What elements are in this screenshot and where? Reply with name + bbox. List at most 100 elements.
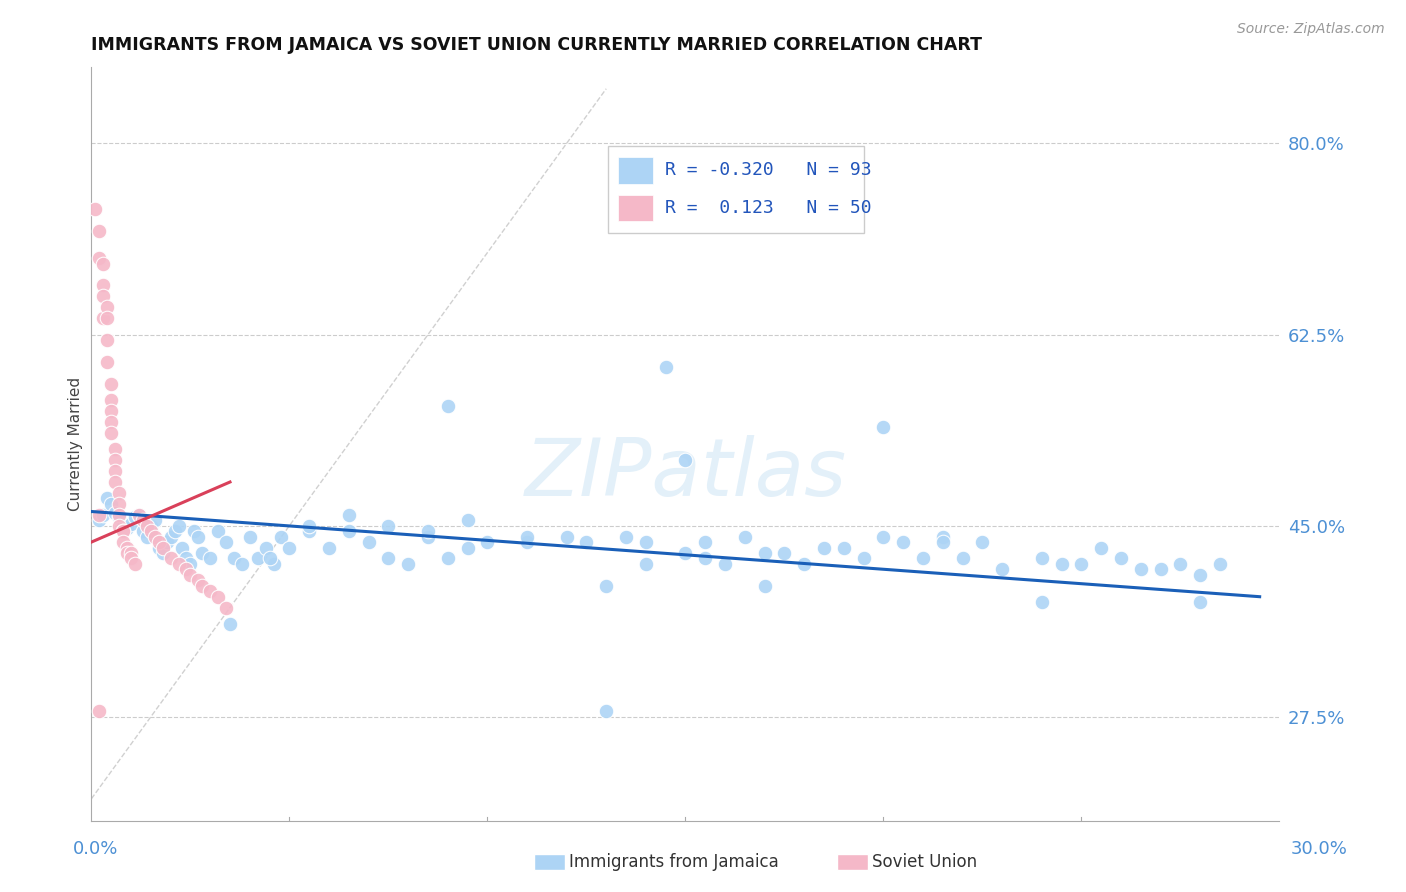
Point (516, 535, 538, 549)
Point (246, 551, 269, 566)
Point (278, 541, 301, 555)
Y-axis label: Currently Married: Currently Married (67, 376, 83, 511)
Point (179, 557, 201, 571)
Point (219, 617, 242, 632)
Point (112, 524, 135, 538)
Point (337, 508, 360, 522)
Point (673, 546, 696, 560)
Point (1209, 557, 1232, 571)
Point (191, 546, 214, 560)
Point (143, 513, 166, 527)
Point (159, 551, 181, 566)
Point (112, 535, 135, 549)
Point (270, 530, 292, 544)
Point (952, 551, 974, 566)
Point (337, 524, 360, 538)
Point (457, 513, 479, 527)
Point (89, 508, 111, 522)
Point (112, 524, 135, 538)
Point (416, 530, 439, 544)
Point (89, 224, 111, 238)
Point (104, 442, 127, 457)
Point (200, 551, 222, 566)
Text: Source: ZipAtlas.com: Source: ZipAtlas.com (1237, 22, 1385, 37)
Point (96, 355, 118, 369)
Point (135, 530, 157, 544)
Point (207, 590, 229, 604)
Point (156, 535, 179, 549)
Point (124, 510, 146, 524)
Point (1129, 562, 1152, 576)
Point (654, 360, 676, 375)
Point (207, 524, 229, 538)
Point (318, 541, 340, 555)
Point (575, 535, 598, 549)
Point (1070, 557, 1092, 571)
Point (1170, 557, 1192, 571)
Point (115, 521, 138, 535)
Point (555, 530, 578, 544)
Point (108, 508, 131, 522)
Point (793, 557, 815, 571)
Point (222, 551, 245, 566)
Point (89, 251, 111, 265)
Point (191, 579, 214, 593)
Point (813, 541, 835, 555)
Point (396, 557, 419, 571)
Point (773, 546, 796, 560)
Point (754, 546, 776, 560)
Point (120, 546, 142, 560)
Point (108, 510, 131, 524)
Point (1090, 541, 1112, 555)
Point (872, 530, 894, 544)
Point (377, 518, 399, 533)
Point (139, 524, 162, 538)
Point (298, 524, 321, 538)
Point (259, 551, 281, 566)
Point (96, 333, 118, 347)
Point (436, 551, 458, 566)
Point (176, 562, 198, 576)
Point (100, 393, 122, 408)
Point (143, 530, 166, 544)
Text: Soviet Union: Soviet Union (872, 853, 977, 871)
Point (91, 311, 114, 326)
Text: ZIPatlas: ZIPatlas (524, 435, 846, 513)
Point (91, 278, 114, 293)
Point (357, 535, 380, 549)
Point (215, 535, 238, 549)
Point (167, 518, 190, 533)
Point (1150, 562, 1173, 576)
Point (96, 491, 118, 506)
Point (135, 518, 157, 533)
Point (673, 453, 696, 467)
Point (120, 551, 142, 566)
Point (634, 535, 657, 549)
Point (100, 404, 122, 418)
Point (104, 453, 127, 467)
Point (263, 557, 285, 571)
Point (89, 705, 111, 719)
Text: Immigrants from Jamaica: Immigrants from Jamaica (569, 853, 779, 871)
Point (1109, 551, 1132, 566)
Text: R = -0.320   N = 93: R = -0.320 N = 93 (665, 161, 872, 179)
Point (115, 541, 138, 555)
Point (96, 300, 118, 314)
Point (231, 557, 253, 571)
Point (1050, 557, 1073, 571)
Point (416, 524, 439, 538)
Point (734, 530, 756, 544)
Point (239, 530, 262, 544)
Point (516, 530, 538, 544)
Point (115, 546, 138, 560)
Point (100, 415, 122, 429)
Bar (617, 195, 654, 221)
Text: R =  0.123   N = 50: R = 0.123 N = 50 (665, 199, 872, 217)
Point (139, 518, 162, 533)
Point (120, 516, 142, 531)
Point (176, 551, 198, 566)
Point (714, 557, 737, 571)
Point (91, 256, 114, 270)
Point (104, 464, 127, 478)
Point (932, 530, 955, 544)
